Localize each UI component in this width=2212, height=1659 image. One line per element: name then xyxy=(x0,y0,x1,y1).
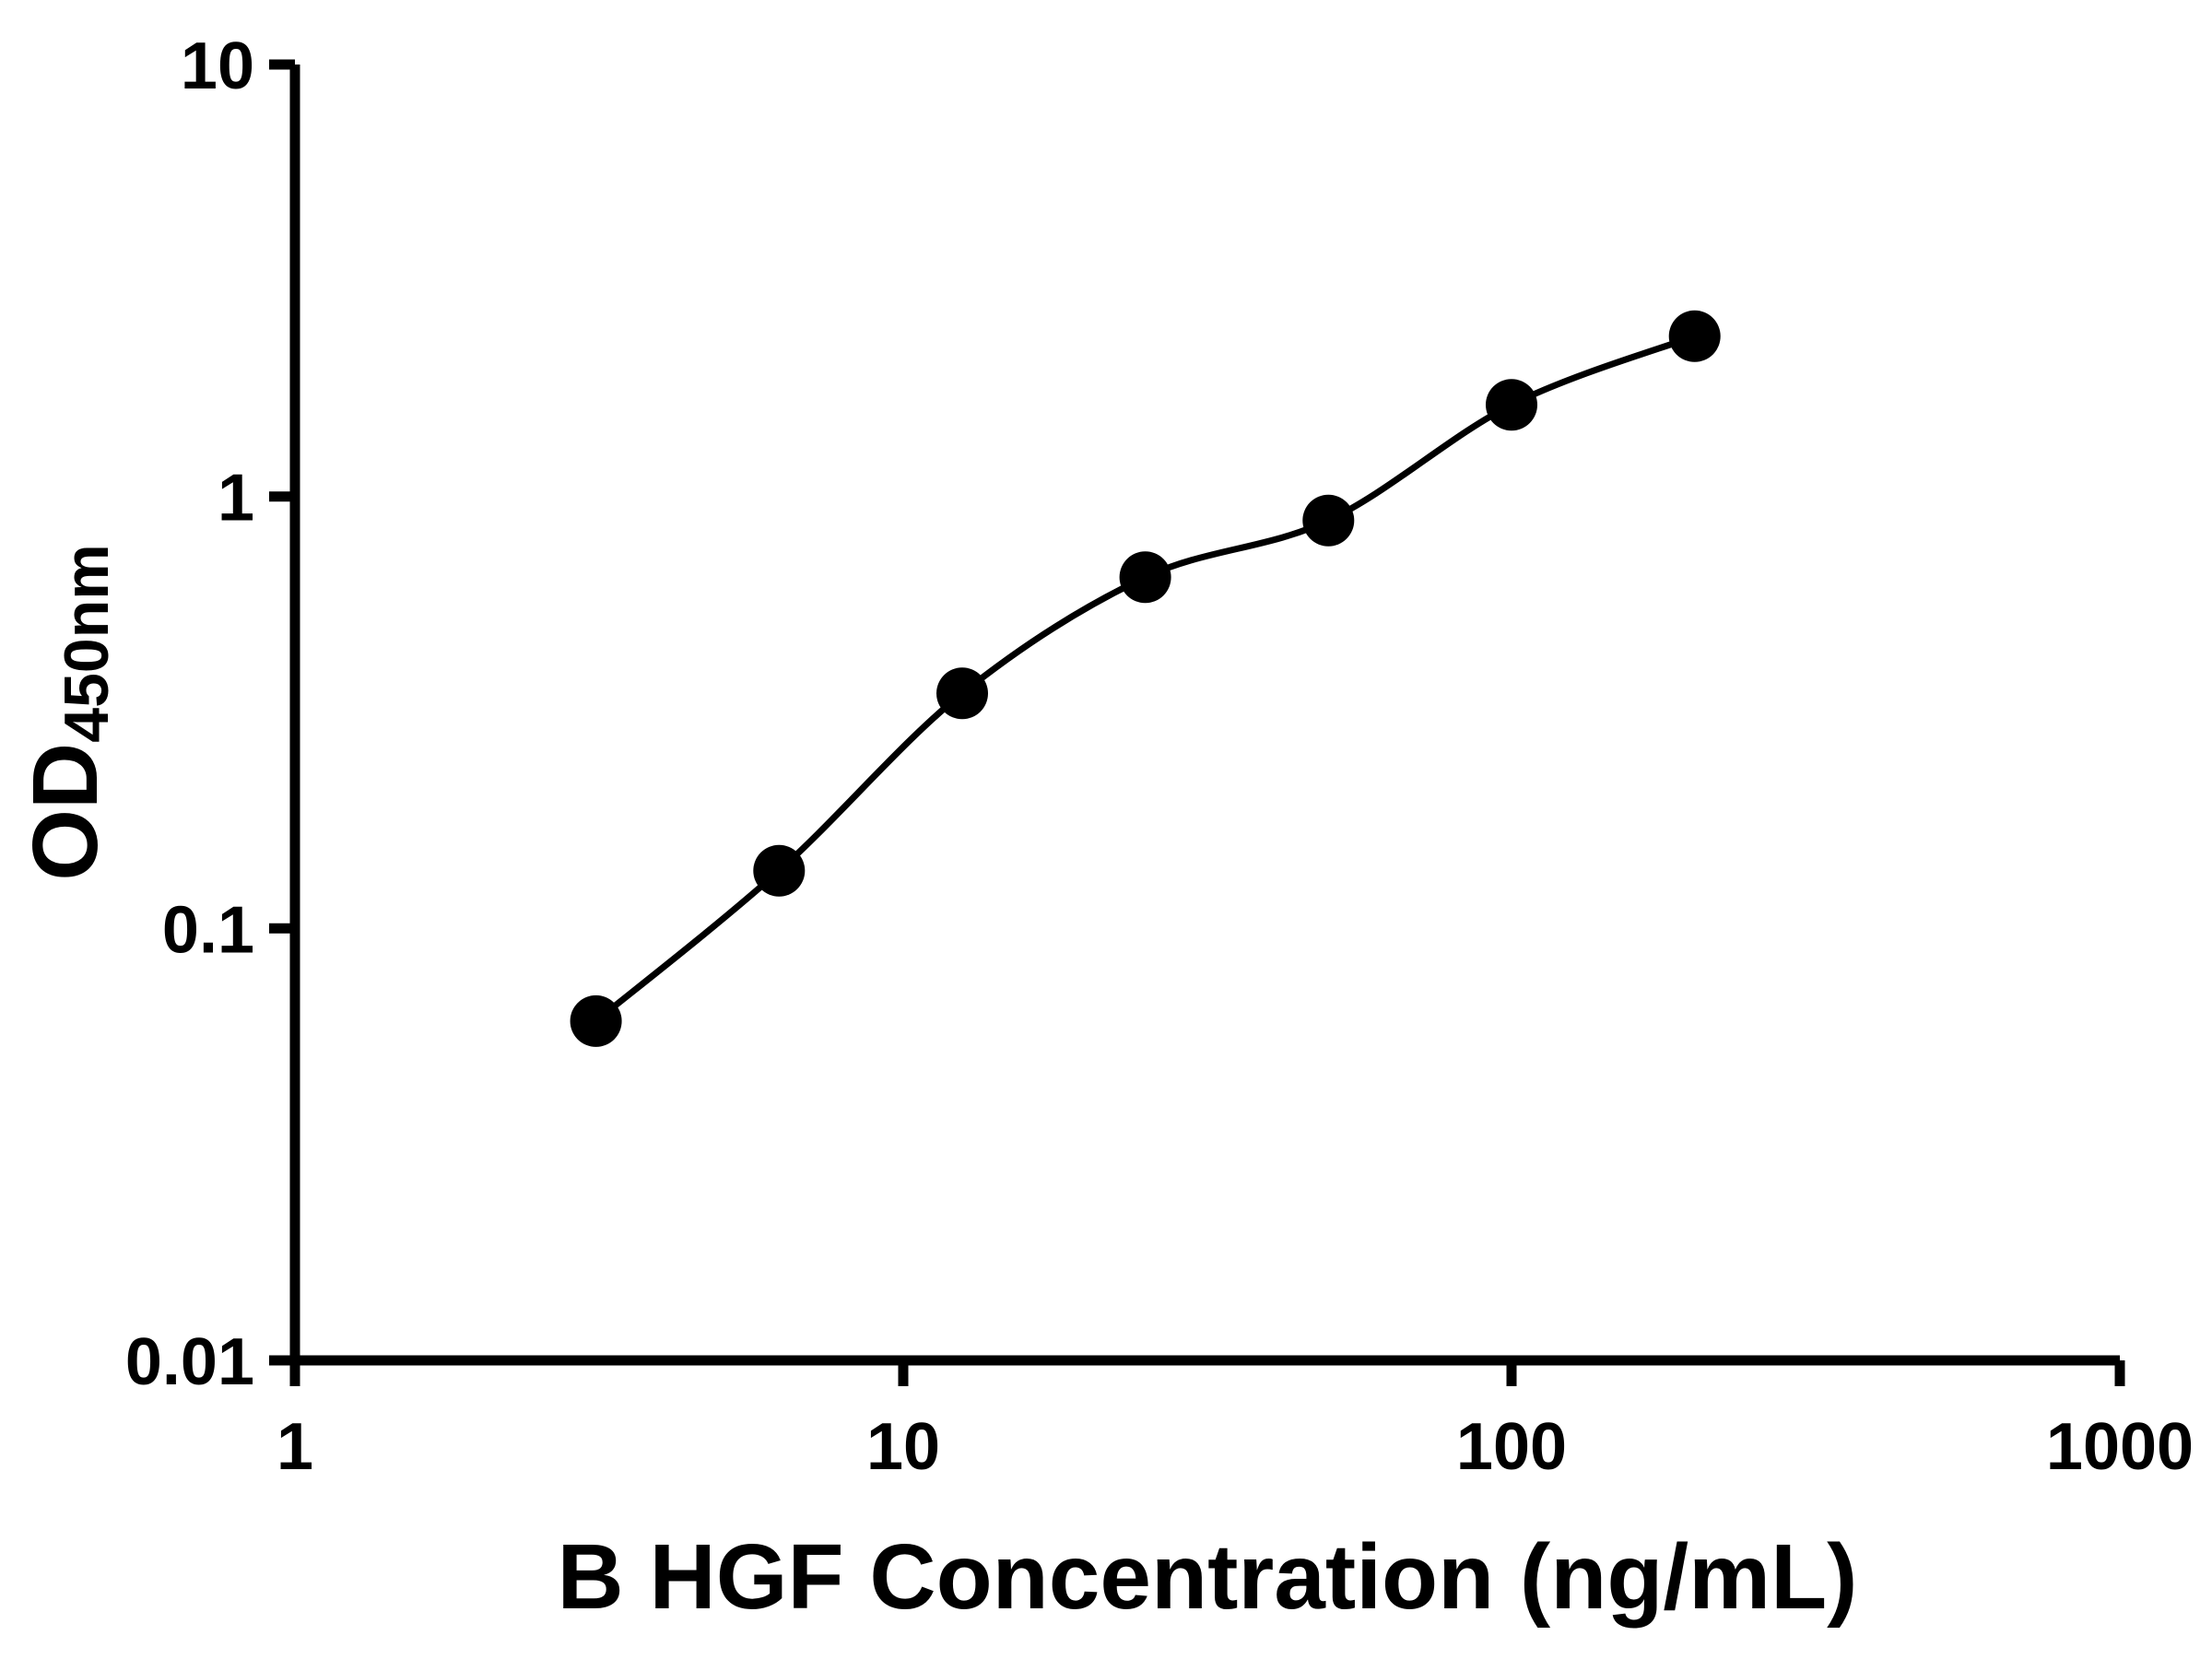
y-tick-label: 10 xyxy=(181,29,254,103)
data-point xyxy=(570,994,622,1047)
data-point xyxy=(753,844,806,897)
x-axis-title: B HGF Concentration (ng/mL) xyxy=(558,1525,1858,1629)
y-tick-label: 0.01 xyxy=(125,1325,254,1399)
x-tick-label: 10 xyxy=(866,1410,940,1484)
data-point xyxy=(1668,310,1721,362)
tick-marks xyxy=(269,59,2125,1386)
axes xyxy=(289,65,2120,1366)
data-point xyxy=(1119,551,1171,604)
tick-labels: 1 10 100 1000 0.01 0.1 1 10 xyxy=(125,29,2194,1484)
fit-curve xyxy=(593,333,1699,1025)
data-series xyxy=(570,310,1721,1047)
x-tick-label: 100 xyxy=(1456,1410,1567,1484)
data-point xyxy=(936,667,988,720)
y-axis-title-sub: 450nm xyxy=(52,544,122,742)
data-point xyxy=(1302,494,1355,547)
y-tick-label: 1 xyxy=(218,462,254,535)
y-axis-title-main: OD xyxy=(14,743,117,881)
x-tick-label: 1000 xyxy=(2046,1410,2194,1484)
axis-line xyxy=(289,65,2120,1366)
x-tick-label: 1 xyxy=(276,1410,313,1484)
y-tick-label: 0.1 xyxy=(162,893,254,967)
data-point xyxy=(1486,379,1537,431)
y-axis-title: OD450nm xyxy=(14,544,122,880)
